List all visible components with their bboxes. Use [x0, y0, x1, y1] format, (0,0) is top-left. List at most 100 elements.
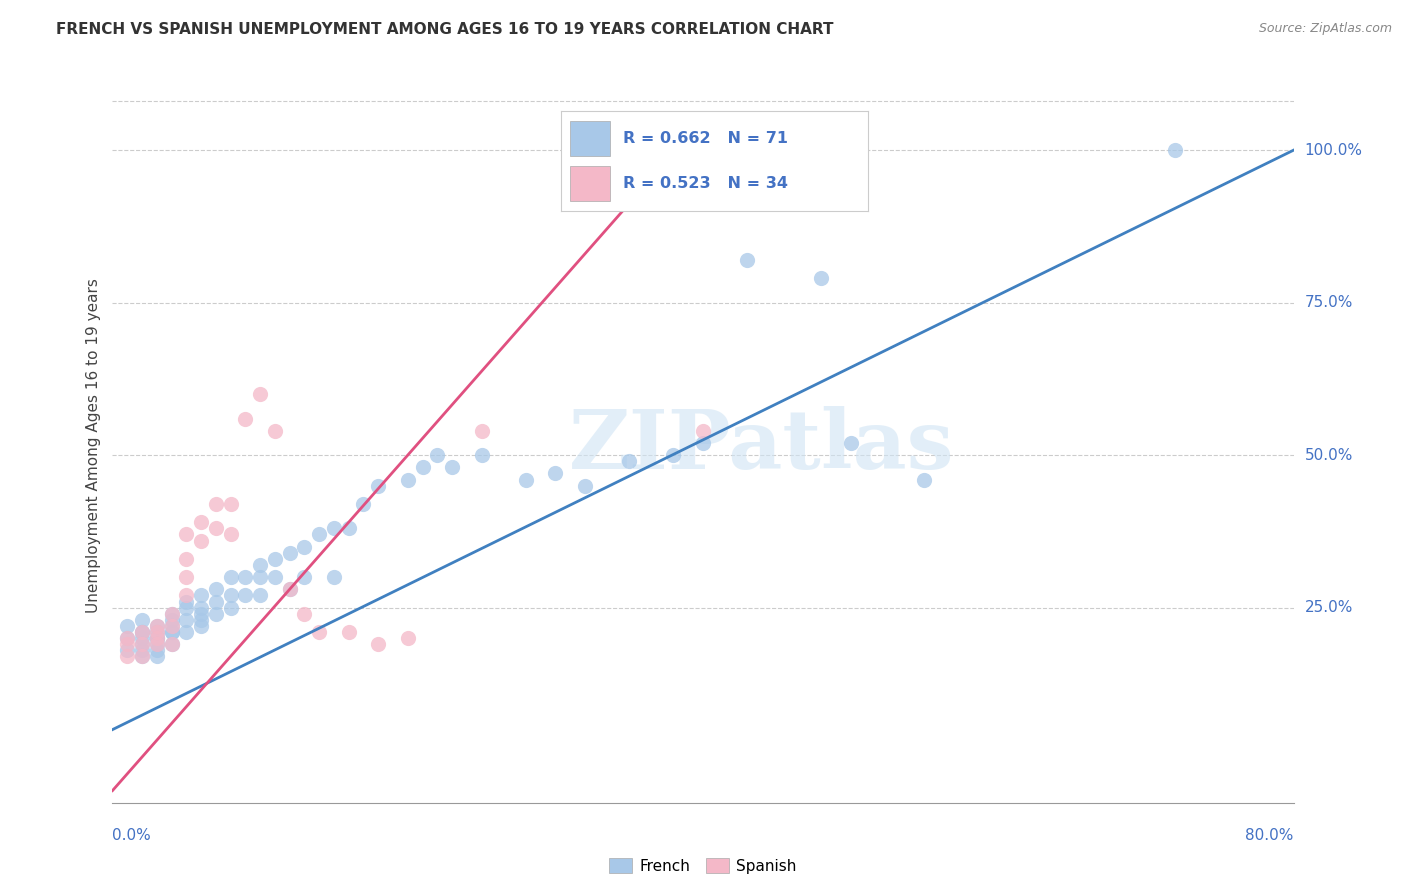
Point — [352, 497, 374, 511]
Point — [174, 613, 197, 627]
Point — [205, 594, 228, 608]
Point — [131, 631, 153, 645]
Point — [190, 515, 212, 529]
Point — [190, 589, 212, 603]
Point — [131, 649, 153, 664]
Point — [219, 570, 242, 584]
Point — [160, 625, 183, 640]
Point — [131, 625, 153, 640]
Text: FRENCH VS SPANISH UNEMPLOYMENT AMONG AGES 16 TO 19 YEARS CORRELATION CHART: FRENCH VS SPANISH UNEMPLOYMENT AMONG AGE… — [56, 22, 834, 37]
Point — [131, 637, 153, 651]
Point — [411, 460, 433, 475]
Point — [839, 436, 862, 450]
Point — [233, 589, 256, 603]
Point — [692, 424, 714, 438]
Point — [396, 473, 419, 487]
Point — [515, 473, 537, 487]
Point — [190, 613, 212, 627]
Text: 50.0%: 50.0% — [1305, 448, 1353, 463]
Point — [146, 625, 169, 640]
Point — [292, 540, 315, 554]
Text: 0.0%: 0.0% — [112, 828, 152, 843]
Point — [396, 631, 419, 645]
Point — [737, 252, 759, 267]
Y-axis label: Unemployment Among Ages 16 to 19 years: Unemployment Among Ages 16 to 19 years — [86, 278, 101, 614]
Point — [190, 607, 212, 621]
Point — [205, 582, 228, 597]
Point — [146, 625, 169, 640]
Point — [146, 619, 169, 633]
Point — [160, 607, 183, 621]
Point — [292, 570, 315, 584]
Point — [278, 582, 301, 597]
Point — [219, 600, 242, 615]
Point — [292, 607, 315, 621]
Text: 75.0%: 75.0% — [1305, 295, 1353, 310]
Point — [190, 600, 212, 615]
Point — [117, 619, 138, 633]
Point — [233, 570, 256, 584]
Point — [174, 589, 197, 603]
Point — [544, 467, 567, 481]
Point — [308, 625, 330, 640]
Point — [249, 570, 271, 584]
Point — [131, 625, 153, 640]
Point — [146, 649, 169, 664]
Point — [117, 631, 138, 645]
Point — [205, 607, 228, 621]
Point — [174, 625, 197, 640]
Point — [264, 570, 287, 584]
Point — [205, 497, 228, 511]
Point — [219, 497, 242, 511]
Point — [174, 570, 197, 584]
Point — [131, 637, 153, 651]
Point — [367, 478, 389, 492]
Point — [160, 619, 183, 633]
Point — [914, 473, 936, 487]
Point — [146, 631, 169, 645]
Text: ZIPatlas: ZIPatlas — [569, 406, 955, 486]
Point — [174, 594, 197, 608]
Point — [1164, 143, 1187, 157]
Point — [146, 643, 169, 657]
Point — [323, 521, 346, 535]
Text: 100.0%: 100.0% — [1305, 143, 1362, 158]
Point — [160, 607, 183, 621]
Point — [470, 448, 494, 462]
Point — [278, 546, 301, 560]
Point — [131, 649, 153, 664]
Point — [131, 613, 153, 627]
Point — [190, 619, 212, 633]
Point — [441, 460, 464, 475]
Point — [367, 637, 389, 651]
Point — [308, 527, 330, 541]
Point — [174, 600, 197, 615]
Point — [174, 527, 197, 541]
Text: 80.0%: 80.0% — [1246, 828, 1294, 843]
Point — [160, 625, 183, 640]
Point — [264, 424, 287, 438]
Point — [160, 637, 183, 651]
Point — [692, 436, 714, 450]
Point — [233, 411, 256, 425]
Text: 25.0%: 25.0% — [1305, 600, 1353, 615]
Point — [219, 589, 242, 603]
Point — [426, 448, 449, 462]
Point — [810, 271, 832, 285]
Text: Source: ZipAtlas.com: Source: ZipAtlas.com — [1258, 22, 1392, 36]
Point — [160, 613, 183, 627]
Point — [278, 582, 301, 597]
Point — [337, 521, 360, 535]
Point — [117, 637, 138, 651]
Point — [146, 619, 169, 633]
Point — [146, 637, 169, 651]
Point — [146, 631, 169, 645]
Point — [662, 448, 685, 462]
Point — [117, 643, 138, 657]
Point — [174, 551, 197, 566]
Point — [146, 637, 169, 651]
Point — [160, 637, 183, 651]
Point — [574, 478, 596, 492]
Point — [323, 570, 346, 584]
Legend: French, Spanish: French, Spanish — [603, 852, 803, 880]
